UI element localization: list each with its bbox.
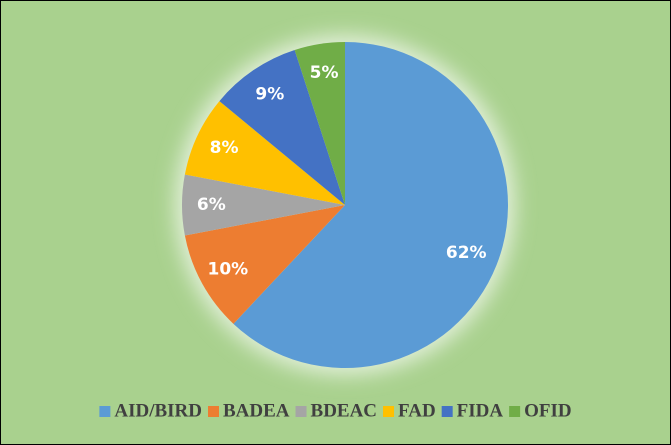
data-label: 9% — [255, 84, 284, 104]
pie: 62% 10% 6% 8% 9% 5% — [181, 42, 508, 368]
legend-swatch — [441, 406, 453, 417]
pie-slice — [294, 42, 345, 205]
data-label: 5% — [310, 63, 339, 83]
legend-swatch — [383, 406, 395, 417]
pie-slice — [219, 49, 345, 206]
pie-slice — [184, 205, 345, 324]
data-label: 8% — [210, 138, 239, 158]
data-label: 10% — [208, 259, 249, 279]
legend-label: BDEAC — [311, 400, 378, 421]
legend-label: OFID — [524, 400, 572, 421]
data-label: 62% — [446, 243, 487, 263]
legend-label: BADEA — [223, 400, 290, 421]
data-label: 6% — [197, 195, 226, 215]
legend-swatch — [509, 406, 521, 417]
legend-swatch — [99, 406, 111, 417]
pie-slice — [181, 174, 345, 236]
legend-swatch — [295, 406, 307, 417]
pie-slice — [184, 101, 345, 205]
legend: AID/BIRD BADEA BDEAC FAD FIDA OFID — [99, 400, 572, 421]
legend-label: FAD — [398, 400, 436, 421]
legend-label: FIDA — [457, 400, 504, 421]
legend-label: AID/BIRD — [114, 400, 202, 421]
legend-swatch — [208, 406, 219, 417]
pie-slice — [233, 42, 508, 368]
